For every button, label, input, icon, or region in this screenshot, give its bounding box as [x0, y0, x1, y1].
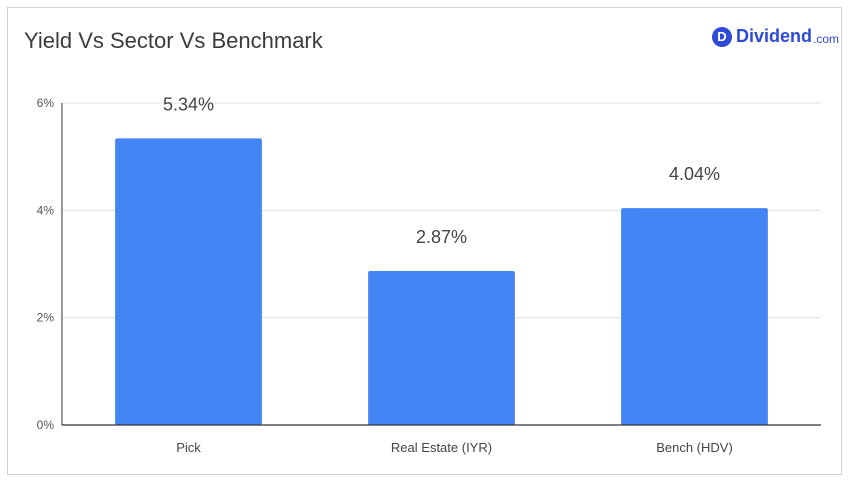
bar-1	[368, 270, 515, 425]
data-label: 5.34%	[163, 94, 214, 114]
data-label: 4.04%	[669, 164, 720, 184]
data-label: 2.87%	[416, 227, 467, 247]
brand-tld: .com	[812, 31, 839, 46]
y-tick-label: 0%	[37, 418, 55, 432]
dividend-logo-icon: D	[711, 26, 732, 47]
y-tick-label: 4%	[37, 203, 55, 217]
x-tick-label: Bench (HDV)	[656, 440, 733, 455]
y-tick-label: 6%	[37, 96, 55, 110]
bar-2	[621, 208, 768, 425]
brand-logo[interactable]: D Dividend .com	[711, 26, 839, 47]
brand-name: Dividend	[735, 26, 812, 46]
bar-0	[115, 138, 262, 426]
x-tick-label: Pick	[176, 440, 201, 455]
chart-title: Yield Vs Sector Vs Benchmark	[24, 28, 323, 53]
x-tick-label: Real Estate (IYR)	[391, 440, 492, 455]
y-tick-label: 2%	[37, 311, 55, 325]
